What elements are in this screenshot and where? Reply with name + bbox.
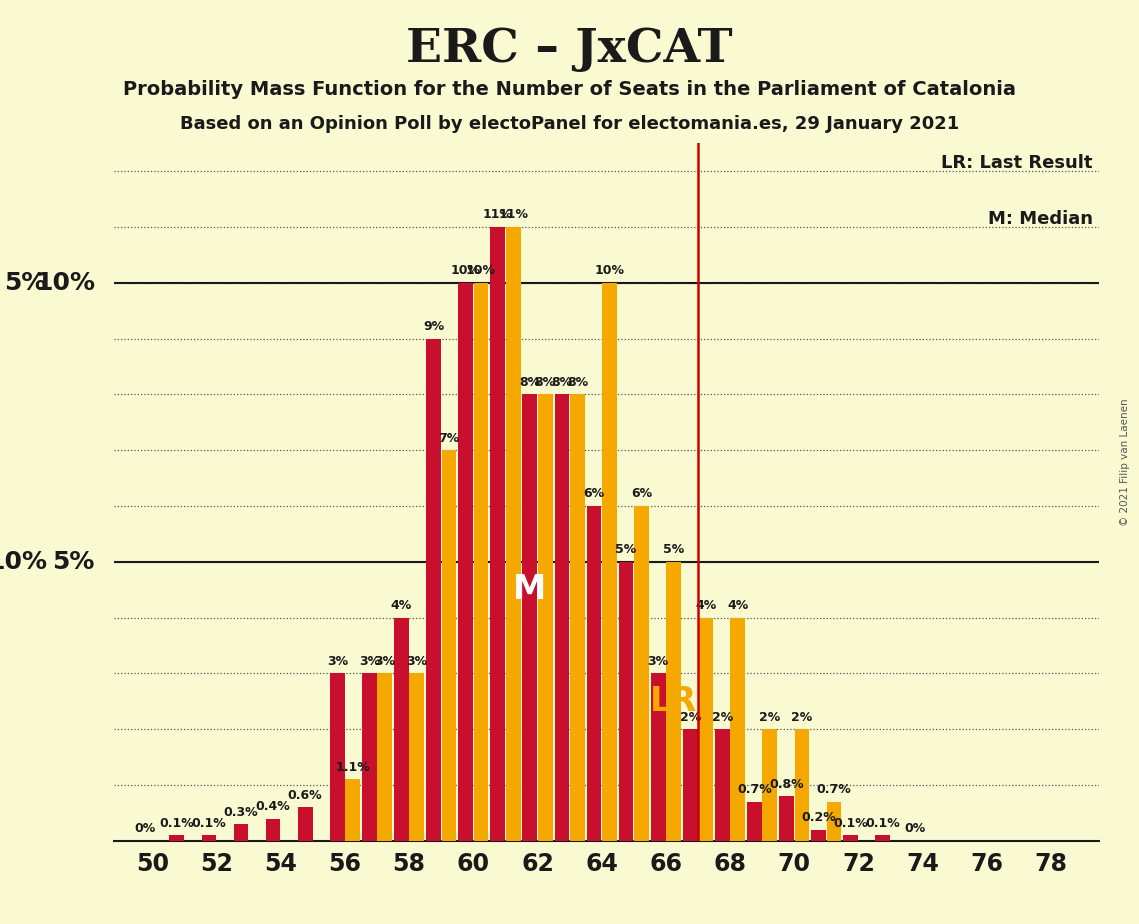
Bar [698,617,713,841]
Bar [603,283,617,841]
Text: 4%: 4% [391,599,412,612]
Bar [650,674,665,841]
Text: 0.8%: 0.8% [769,778,804,791]
Text: M: M [514,573,547,606]
Text: 5%: 5% [615,543,637,556]
Bar [555,395,570,841]
Text: Probability Mass Function for the Number of Seats in the Parliament of Catalonia: Probability Mass Function for the Number… [123,80,1016,100]
Text: 10%: 10% [451,264,481,277]
Text: 4%: 4% [727,599,748,612]
Bar [330,674,345,841]
Bar [666,562,681,841]
Bar [762,729,777,841]
Text: 0.1%: 0.1% [834,817,868,830]
Bar [715,729,730,841]
Bar [233,824,248,841]
Bar [170,835,185,841]
Text: 3%: 3% [407,655,427,668]
Text: 0.1%: 0.1% [866,817,900,830]
Bar [779,796,794,841]
Bar [474,283,489,841]
Bar [297,808,312,841]
Text: 0.7%: 0.7% [817,784,852,796]
Text: 0.3%: 0.3% [223,806,259,819]
Text: 0%: 0% [134,822,155,835]
Text: 5%: 5% [52,550,95,574]
Text: 3%: 3% [375,655,395,668]
Text: 0.6%: 0.6% [288,789,322,802]
Text: 0.1%: 0.1% [191,817,227,830]
Bar [265,819,280,841]
Text: 2%: 2% [712,711,734,723]
Text: 11%: 11% [483,208,513,222]
Text: 7%: 7% [439,432,459,444]
Bar [458,283,473,841]
Bar [811,830,826,841]
Text: 8%: 8% [519,376,540,389]
Bar [570,395,584,841]
Bar [587,506,601,841]
Bar [409,674,424,841]
Bar [523,395,538,841]
Bar [394,617,409,841]
Bar [377,674,392,841]
Bar [843,835,858,841]
Text: 4%: 4% [695,599,716,612]
Bar [442,450,457,841]
Text: LR: LR [650,685,697,718]
Text: 10%: 10% [466,264,497,277]
Text: 8%: 8% [551,376,573,389]
Text: 5%: 5% [5,271,47,295]
Bar [362,674,377,841]
Text: 3%: 3% [327,655,347,668]
Text: 2%: 2% [760,711,780,723]
Text: LR: Last Result: LR: Last Result [941,154,1092,173]
Text: 0.7%: 0.7% [737,784,772,796]
Bar [506,227,521,841]
Text: 0%: 0% [904,822,926,835]
Bar [491,227,505,841]
Bar [202,835,216,841]
Bar [795,729,810,841]
Bar [876,835,891,841]
Text: 8%: 8% [534,376,556,389]
Bar [426,338,441,841]
Text: 10%: 10% [595,264,624,277]
Text: 9%: 9% [423,320,444,333]
Bar [634,506,649,841]
Bar [827,802,842,841]
Text: 11%: 11% [498,208,528,222]
Text: 10%: 10% [34,271,95,295]
Bar [618,562,633,841]
Text: 3%: 3% [359,655,380,668]
Text: 0.2%: 0.2% [801,811,836,824]
Bar [538,395,552,841]
Text: 2%: 2% [680,711,700,723]
Text: 8%: 8% [567,376,588,389]
Text: © 2021 Filip van Laenen: © 2021 Filip van Laenen [1121,398,1130,526]
Text: 0.1%: 0.1% [159,817,194,830]
Text: 6%: 6% [631,487,652,501]
Text: 5%: 5% [663,543,685,556]
Text: 2%: 2% [792,711,812,723]
Bar [730,617,745,841]
Bar [747,802,762,841]
Text: 6%: 6% [583,487,605,501]
Text: ERC – JxCAT: ERC – JxCAT [407,26,732,72]
Text: M: Median: M: Median [988,210,1092,228]
Bar [345,780,360,841]
Text: 10%: 10% [0,550,47,574]
Text: Based on an Opinion Poll by electoPanel for electomania.es, 29 January 2021: Based on an Opinion Poll by electoPanel … [180,115,959,132]
Text: 0.4%: 0.4% [255,800,290,813]
Bar [683,729,698,841]
Text: 3%: 3% [648,655,669,668]
Text: 1.1%: 1.1% [335,760,370,774]
